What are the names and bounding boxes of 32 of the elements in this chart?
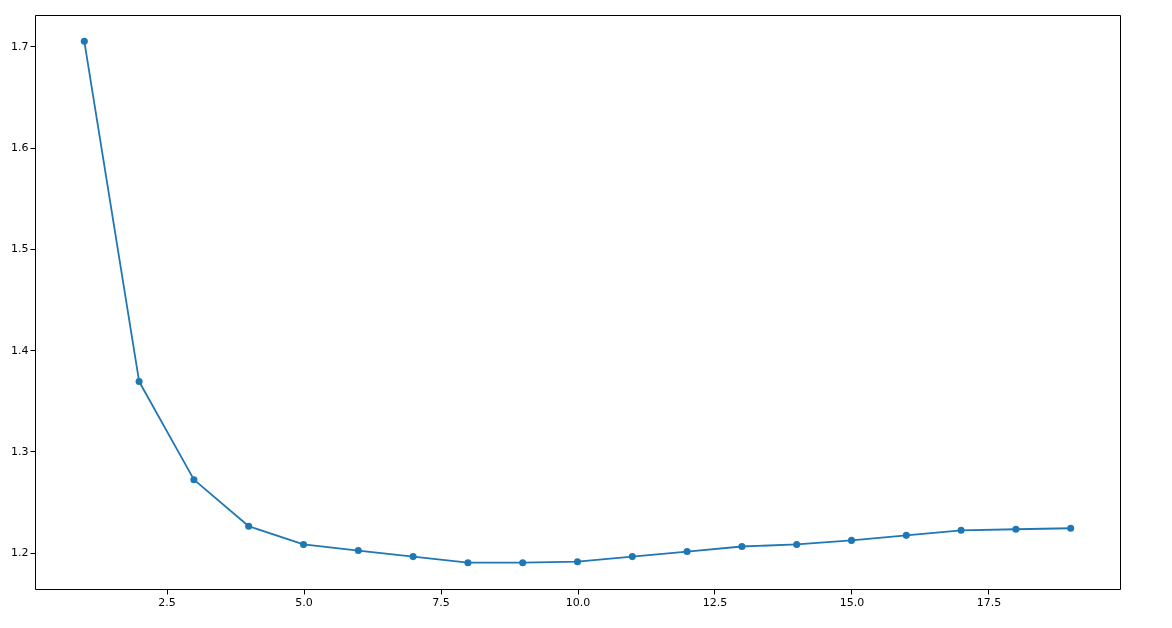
point [793, 540, 801, 548]
point [683, 548, 691, 556]
x-tick-label: 12.5 [702, 595, 728, 609]
point [628, 553, 636, 561]
point [738, 542, 746, 551]
x-tick-label: 15.0 [839, 595, 865, 609]
y-tick-label: 1.7 [11, 39, 29, 53]
point [519, 559, 527, 567]
point [299, 540, 308, 548]
x-tick-label: 17.5 [976, 595, 1002, 609]
y-tick-label: 1.6 [11, 141, 29, 155]
point [847, 536, 856, 544]
y-tick-label: 1.5 [11, 242, 29, 256]
point [135, 377, 143, 385]
point [902, 531, 910, 539]
point [957, 526, 965, 534]
point [190, 476, 198, 484]
x-tick-label: 5.0 [295, 595, 313, 609]
y-tick-label: 1.3 [11, 444, 29, 458]
y-tick-label: 1.4 [11, 343, 29, 357]
point [409, 553, 417, 561]
y-tick-label: 1.2 [11, 546, 29, 560]
x-tick-label: 7.5 [432, 595, 450, 609]
point [80, 37, 88, 45]
x-tick-label: 10.0 [565, 595, 591, 609]
x-tick-label: 2.5 [158, 595, 176, 609]
point [245, 522, 253, 530]
point [573, 558, 582, 566]
point [464, 559, 472, 567]
point [354, 547, 362, 555]
point [1012, 525, 1020, 533]
point [1067, 524, 1075, 532]
